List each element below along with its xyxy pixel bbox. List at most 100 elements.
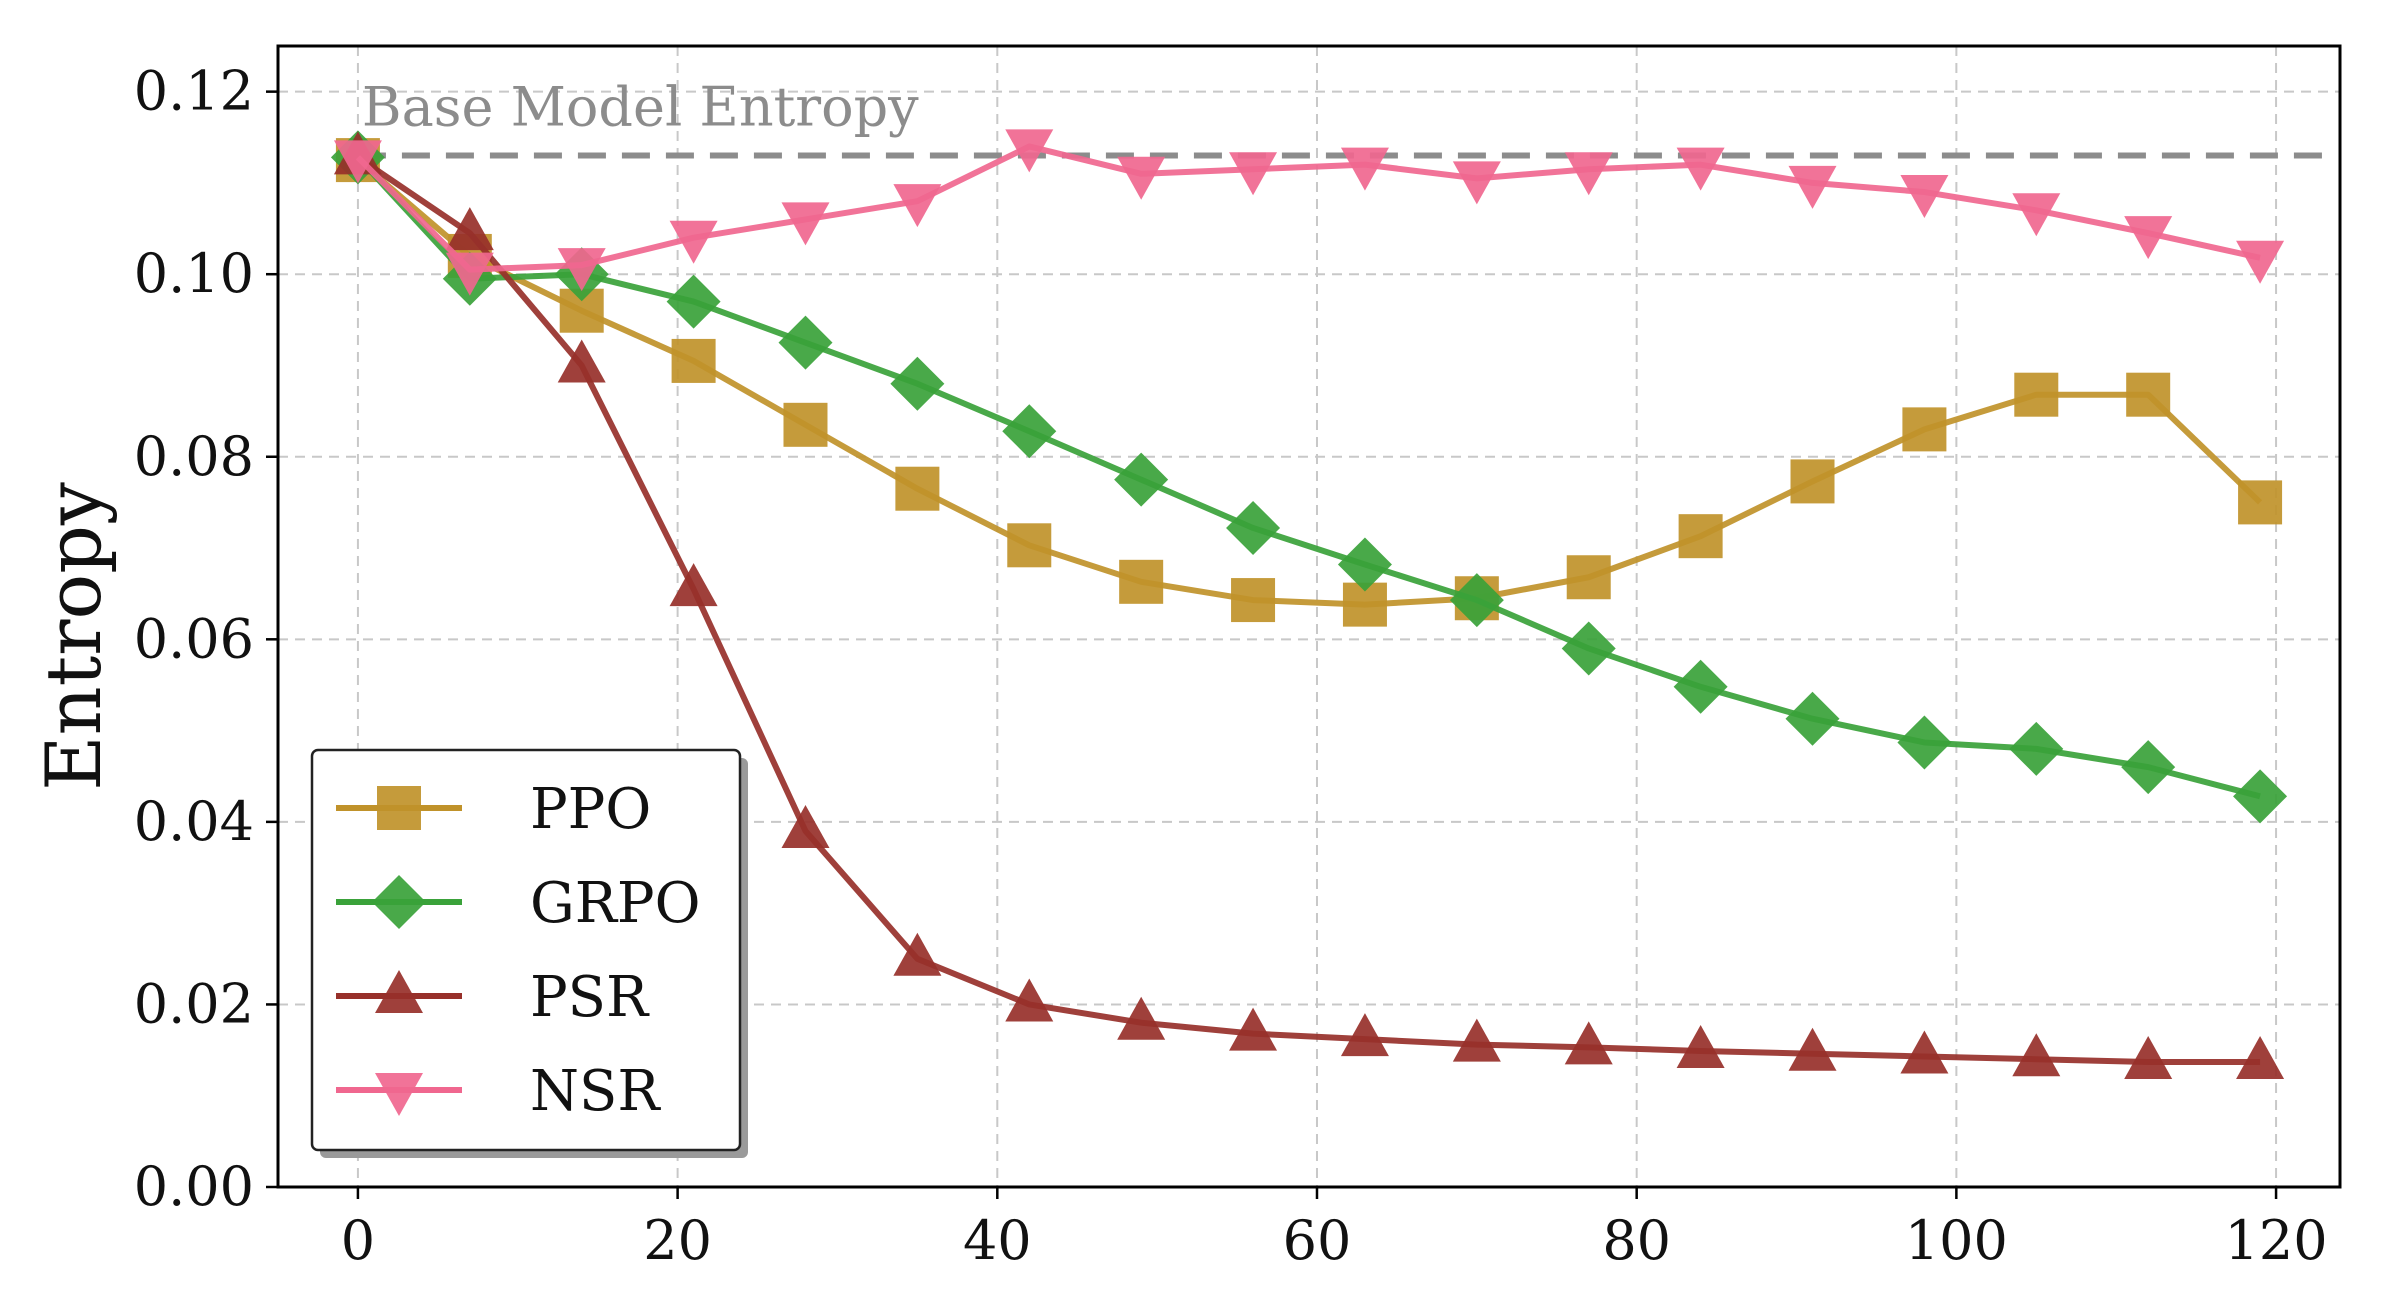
grpo-point [1226,500,1281,555]
grpo-point [2121,740,2176,795]
ppo-point [895,466,940,511]
y-tick-label: 0.02 [134,972,254,1035]
legend-marker [372,875,426,929]
y-tick-label: 0.04 [134,790,254,853]
ppo-point [671,338,716,383]
psr-point [1117,996,1166,1040]
nsr-point [1564,152,1613,196]
ppo-point [783,402,828,447]
psr-point [1676,1024,1725,1068]
ppo-point [2126,372,2171,417]
nsr-point [669,220,718,264]
y-tick-label: 0.08 [134,425,254,488]
grpo-point [2233,769,2288,824]
nsr-point [893,184,942,228]
series-grpo [330,130,2288,824]
nsr-point [557,248,606,292]
nsr-point [1900,175,1949,219]
nsr-point [445,252,494,296]
base-model-entropy-label: Base Model Entropy [362,76,919,139]
nsr-point [333,140,382,184]
psr-line [356,154,2261,1065]
y-axis-ticks: 0.00 0.02 0.04 0.06 0.08 0.10 0.12 [134,60,278,1218]
psr-point [1229,1007,1278,1051]
legend-marker [375,1073,423,1116]
grpo-point [1002,404,1057,459]
legend-marker [377,786,421,830]
legend-item-grpo: GRPO [336,871,701,936]
nsr-point [1117,156,1166,200]
legend-item-ppo: PPO [336,777,651,842]
grpo-line [355,155,2261,800]
series-psr [333,131,2285,1079]
grpo-point [1114,452,1169,507]
psr-point [557,339,606,383]
ppo-point [2238,480,2283,525]
nsr-point [1229,152,1278,196]
y-tick-label: 0.00 [134,1155,254,1218]
nsr-point [2124,216,2173,260]
y-tick-label: 0.10 [134,242,254,305]
ppo-point [1902,407,1947,452]
ppo-line [355,157,2263,608]
grpo-point [1337,537,1392,592]
psr-point [1340,1013,1389,1057]
ppo-point [2014,372,2059,417]
x-tick-label: 120 [2225,1209,2328,1272]
ppo-point [1119,559,1164,604]
x-tick-label: 60 [1283,1209,1352,1272]
grpo-point [1673,659,1728,714]
grpo-point [890,356,945,411]
y-axis-title: Entropy [29,482,118,791]
psr-point [2124,1035,2173,1079]
grpo-point [1561,621,1616,676]
nsr-point [2236,240,2285,284]
x-tick-label: 80 [1602,1209,1671,1272]
psr-point [1452,1018,1501,1062]
x-tick-label: 0 [341,1209,375,1272]
psr-point [1788,1027,1837,1071]
nsr-point [1340,147,1389,191]
nsr-point [2012,193,2061,237]
grpo-point [2009,721,2064,776]
legend-box [310,748,742,1152]
legend: PPO GRPO PSR NSR [310,748,748,1158]
grpo-point [1449,573,1504,628]
psr-point [781,805,830,849]
grpo-point [666,274,721,329]
nsr-point [1788,165,1837,209]
psr-point [445,207,494,251]
ppo-point [1678,514,1723,559]
nsr-point [1005,129,1054,173]
series-nsr [333,129,2285,296]
legend-label: GRPO [530,871,701,936]
grpo-point [778,315,833,370]
psr-point [1900,1030,1949,1074]
psr-point [1005,978,1054,1022]
y-tick-label: 0.06 [134,607,254,670]
grpo-point [1785,691,1840,746]
nsr-point [1676,147,1725,191]
legend-item-nsr: NSR [336,1059,661,1124]
grpo-point [1897,715,1952,770]
psr-point [669,563,718,607]
legend-item-psr: PSR [336,965,650,1030]
ppo-point [1007,523,1052,568]
legend-marker [375,970,423,1013]
x-tick-label: 20 [643,1209,712,1272]
ppo-point [1566,555,1611,600]
series-layer [330,129,2288,1079]
legend-label: PSR [530,965,650,1030]
x-tick-label: 40 [963,1209,1032,1272]
ppo-point [1790,459,1835,504]
nsr-point [781,202,830,246]
nsr-line [355,143,2261,273]
ppo-point [1231,578,1276,623]
psr-point [1564,1021,1613,1065]
psr-point [893,932,942,976]
x-axis-ticks: 0 20 40 60 80 100 120 [341,1187,2328,1272]
nsr-point [1452,161,1501,205]
series-ppo [335,138,2283,627]
legend-label: NSR [530,1059,661,1124]
